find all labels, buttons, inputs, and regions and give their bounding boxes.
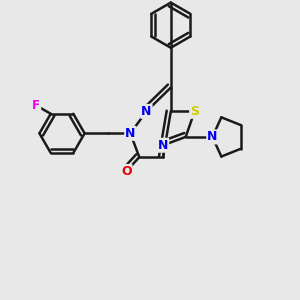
Text: F: F [32, 99, 40, 112]
Text: S: S [190, 105, 199, 118]
Text: N: N [207, 130, 218, 143]
Text: N: N [125, 127, 136, 140]
Text: O: O [121, 165, 131, 178]
Text: N: N [158, 139, 168, 152]
Text: N: N [141, 105, 152, 118]
